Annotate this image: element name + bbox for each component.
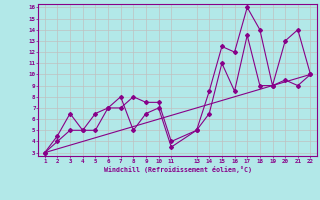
X-axis label: Windchill (Refroidissement éolien,°C): Windchill (Refroidissement éolien,°C) — [104, 166, 252, 173]
